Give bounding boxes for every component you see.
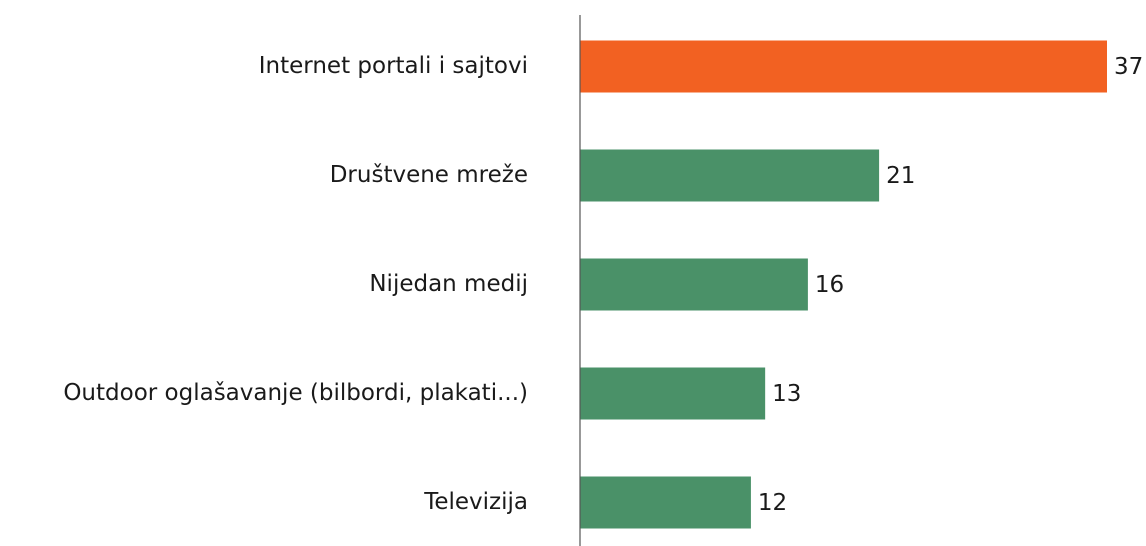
value-label: 37: [1114, 54, 1143, 80]
bar: [580, 149, 880, 202]
category-label: Televizija: [423, 489, 528, 515]
bar: [580, 40, 1107, 93]
value-label: 13: [772, 381, 801, 407]
bar: [580, 476, 751, 529]
value-label: 16: [815, 272, 844, 298]
category-label: Društvene mreže: [330, 162, 528, 188]
bar: [580, 367, 766, 420]
bar: [580, 258, 808, 311]
category-label: Outdoor oglašavanje (bilbordi, plakati..…: [63, 380, 528, 406]
category-label: Internet portali i sajtovi: [259, 53, 528, 79]
category-label: Nijedan medij: [369, 271, 528, 297]
value-label: 21: [886, 163, 915, 189]
value-label: 12: [758, 490, 787, 516]
